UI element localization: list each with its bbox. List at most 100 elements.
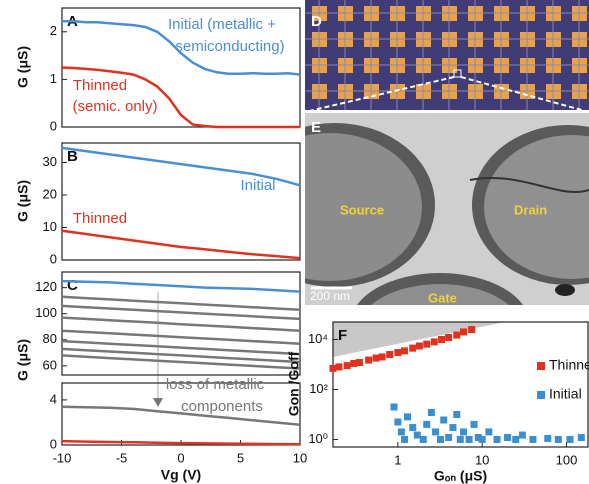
annotation: (semic. only): [72, 98, 157, 115]
y-tick-label: 4: [50, 391, 57, 406]
data-point: [423, 341, 430, 348]
annotation: Thinned: [73, 77, 127, 94]
y-tick-label: 100: [35, 305, 57, 320]
series-label: Thinned: [73, 210, 127, 227]
y-tick-label: 0: [50, 436, 57, 451]
y-axis-label: G (μS): [15, 46, 31, 88]
data-point: [440, 417, 447, 424]
data-point: [414, 432, 421, 439]
data-point: [420, 436, 427, 443]
x-axis-label: Gₒₙ (μS): [434, 468, 487, 484]
electrode-label: Drain: [514, 202, 547, 217]
data-point: [504, 434, 511, 441]
data-point: [409, 345, 416, 352]
figure: D E Source Drain Gate 200 nm 012AG (μS)I…: [0, 0, 589, 484]
data-point: [431, 338, 438, 345]
data-point: [445, 334, 452, 341]
data-point: [438, 336, 445, 343]
data-point: [398, 428, 405, 435]
data-line: [62, 281, 300, 292]
data-line: [62, 355, 300, 368]
annotation: semiconducting): [175, 38, 284, 55]
data-point: [335, 363, 342, 370]
data-line: [62, 231, 300, 258]
data-point: [356, 359, 363, 366]
data-point: [401, 347, 408, 354]
plot-frame: [62, 143, 300, 260]
y-tick-label: 2: [50, 23, 57, 38]
data-point: [404, 413, 411, 420]
data-line: [62, 318, 300, 331]
data-point: [409, 424, 416, 431]
data-point: [519, 432, 526, 439]
y-tick-label: 10⁰: [308, 431, 328, 446]
legend-swatch: [537, 362, 545, 370]
panel-label: D: [311, 13, 322, 30]
x-tick-label: -5: [116, 450, 128, 465]
x-tick-label: 10: [293, 450, 307, 465]
y-tick-label: 30: [43, 154, 57, 169]
data-point: [494, 436, 501, 443]
data-point: [460, 328, 467, 335]
y-tick-label: 20: [43, 186, 57, 201]
x-tick-label: 10: [475, 452, 489, 467]
arrow-head: [153, 398, 163, 407]
data-point: [344, 362, 351, 369]
data-point: [529, 436, 536, 443]
y-tick-label: 10²: [309, 381, 328, 396]
panel-label: F: [338, 327, 347, 344]
electrode-label: Source: [340, 202, 384, 217]
electrode-array: [305, 0, 589, 110]
data-point: [471, 421, 478, 428]
scale-label: 200 nm: [310, 289, 350, 303]
x-tick-label: 1: [394, 452, 401, 467]
legend-label: Thinned: [549, 357, 589, 373]
data-point: [437, 436, 444, 443]
data-point: [365, 357, 372, 364]
legend-swatch: [537, 391, 545, 399]
data-line: [62, 341, 300, 354]
data-point: [379, 353, 386, 360]
y-tick-label: 120: [35, 279, 57, 294]
data-point: [391, 403, 398, 410]
data-point: [330, 365, 337, 372]
data-point: [479, 436, 486, 443]
data-line: [62, 349, 300, 362]
data-point: [485, 428, 492, 435]
data-point: [386, 351, 393, 358]
data-point: [416, 342, 423, 349]
data-line: [62, 331, 300, 344]
y-axis-label: Gon /Goff: [286, 351, 302, 416]
annotation: components: [181, 398, 263, 415]
y-tick-label: 10: [43, 219, 57, 234]
page: {"chart_data": [ {"type": "line", "panel…: [0, 0, 589, 484]
y-tick-label: 1: [50, 71, 57, 86]
data-point: [423, 421, 430, 428]
annotation: loss of metallic: [166, 376, 265, 393]
x-tick-label: -10: [53, 450, 72, 465]
data-point: [372, 355, 379, 362]
panel-label: C: [67, 277, 78, 294]
x-tick-label: 100: [556, 452, 578, 467]
x-axis-label: Vg (V): [161, 467, 201, 483]
data-point: [468, 326, 475, 333]
y-tick-label: 10⁴: [308, 331, 328, 346]
y-axis-label: G (μS): [15, 339, 31, 381]
legend-label: Initial: [549, 386, 582, 402]
data-point: [466, 436, 473, 443]
x-tick-label: 0: [177, 450, 184, 465]
data-point: [544, 435, 551, 442]
data-point: [453, 411, 460, 418]
data-point: [445, 434, 452, 441]
data-point: [555, 436, 562, 443]
data-point: [457, 436, 464, 443]
y-tick-label: 0: [50, 118, 57, 133]
data-point: [428, 409, 435, 416]
data-point: [453, 332, 460, 339]
y-tick-label: 0: [50, 251, 57, 266]
annotation: Initial (metallic +: [168, 16, 276, 33]
data-point: [512, 436, 519, 443]
data-point: [566, 436, 573, 443]
y-axis-label: G (μS): [15, 180, 31, 222]
data-point: [460, 428, 467, 435]
